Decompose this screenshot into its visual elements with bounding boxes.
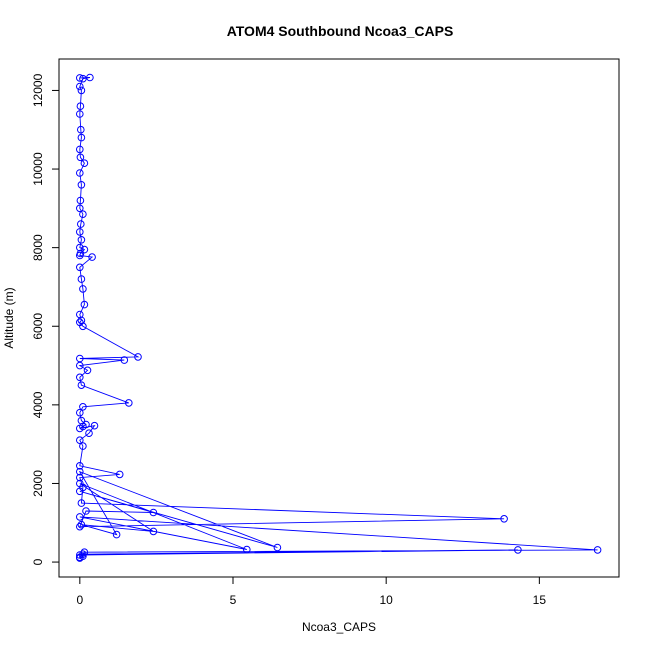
data-point — [76, 82, 84, 91]
data-point — [243, 545, 251, 554]
data-point — [76, 263, 84, 272]
data-point — [76, 522, 84, 531]
x-tick-label: 5 — [230, 593, 237, 607]
y-axis: 0 2000 4000 6000 8000 10000 12000 — [31, 73, 60, 565]
data-point — [76, 479, 84, 488]
data-point — [134, 353, 142, 361]
data-point — [79, 285, 87, 293]
data-point — [76, 251, 84, 260]
data-point — [76, 153, 85, 162]
data-point — [115, 470, 124, 479]
y-tick-label: 10000 — [31, 152, 45, 186]
data-point — [76, 513, 84, 521]
data-point — [76, 110, 84, 118]
data-point — [76, 408, 84, 417]
y-tick-label: 2000 — [31, 470, 45, 497]
data-point — [76, 169, 84, 177]
x-tick-label: 0 — [76, 593, 83, 607]
data-point — [76, 361, 84, 370]
data-point — [112, 530, 121, 539]
data-point — [88, 253, 96, 261]
data-point — [83, 366, 92, 375]
x-axis-label: Ncoa3_CAPS — [302, 620, 376, 634]
data-point — [77, 86, 86, 95]
data-point — [149, 527, 158, 536]
data-point — [76, 228, 84, 236]
y-axis-label: Altitude (m) — [2, 287, 16, 348]
data-point — [76, 102, 85, 110]
data-point — [149, 508, 158, 517]
data-point — [77, 220, 85, 228]
plot-frame — [58, 58, 620, 578]
data-point — [77, 520, 86, 529]
chart-title: ATOM4 Southbound Ncoa3_CAPS — [227, 23, 454, 39]
data-point — [77, 125, 85, 134]
data-point — [593, 546, 602, 554]
data-point — [85, 429, 93, 438]
x-tick-label: 10 — [379, 593, 393, 607]
data-point — [79, 403, 87, 411]
data-point — [80, 159, 89, 167]
data-point — [76, 424, 84, 433]
data-point — [76, 462, 84, 470]
data-point — [82, 507, 90, 515]
y-tick-label: 4000 — [31, 391, 45, 418]
y-tick-label: 0 — [31, 558, 45, 565]
data-point — [77, 133, 86, 142]
series-line — [78, 77, 598, 559]
data-point — [76, 145, 84, 154]
data-point — [79, 210, 87, 218]
data-point — [500, 515, 508, 523]
x-axis: 0 5 10 15 — [76, 576, 547, 607]
data-point — [76, 436, 84, 445]
data-point — [76, 487, 84, 496]
data-point — [76, 74, 84, 82]
data-point — [79, 442, 87, 450]
data-point — [79, 322, 87, 331]
y-tick-label: 8000 — [31, 234, 45, 261]
data-point — [76, 373, 84, 382]
y-tick-label: 12000 — [31, 73, 45, 107]
data-point — [77, 381, 86, 390]
x-tick-label: 15 — [533, 593, 547, 607]
data-point — [77, 181, 86, 189]
data-point — [76, 196, 85, 205]
data-point — [76, 467, 84, 476]
data-point — [77, 275, 86, 283]
data-point — [77, 236, 86, 244]
data-point — [76, 204, 84, 213]
data-point — [80, 245, 89, 254]
data-point — [76, 473, 84, 482]
data-point — [77, 499, 86, 507]
data-point — [120, 356, 129, 364]
data-point — [90, 421, 99, 430]
y-tick-label: 6000 — [31, 313, 45, 340]
data-point — [273, 543, 282, 552]
data-point — [76, 243, 84, 252]
data-point — [86, 73, 94, 82]
data-point — [76, 554, 84, 562]
data-series — [76, 73, 602, 562]
data-point — [80, 300, 89, 309]
data-point — [514, 546, 522, 554]
data-point — [125, 399, 133, 407]
data-point — [79, 74, 87, 83]
